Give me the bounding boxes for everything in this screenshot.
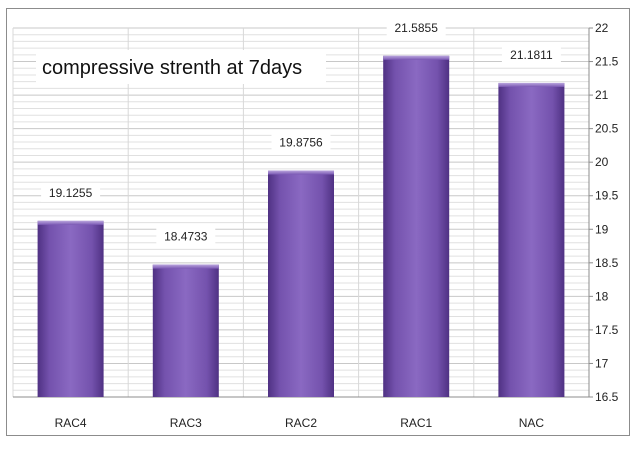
y-tick-label: 17.5: [595, 323, 619, 337]
y-tick-label: 21.5: [595, 55, 619, 69]
chart-title: compressive strenth at 7days: [42, 57, 302, 79]
y-tick-label: 17: [595, 356, 609, 370]
data-label: 19.8756: [279, 136, 323, 150]
y-tick-label: 19.5: [595, 189, 619, 203]
x-tick-label: RAC4: [55, 416, 87, 430]
x-tick-label: RAC1: [400, 416, 432, 430]
bar: [268, 170, 334, 397]
data-label-bg: [41, 182, 101, 202]
bar-cap: [268, 170, 334, 175]
bar-cap: [152, 264, 219, 269]
bar-cap: [383, 55, 450, 60]
x-tick-label: RAC2: [285, 416, 317, 430]
bar-cap: [37, 220, 104, 225]
y-tick-label: 22: [595, 21, 609, 35]
y-tick-label: 18.5: [595, 256, 619, 270]
bar-cap: [498, 82, 565, 87]
axes: 16.5 17 17.5 18 18.5 19 19.5 20 20.5 21 21.5 22: [13, 21, 619, 404]
data-label: 18.4733: [164, 230, 208, 244]
chart-title-box: compressive strenth at 7days: [36, 50, 326, 84]
bar: [37, 220, 104, 397]
y-tick-label: 16.5: [595, 390, 619, 404]
data-labels: RAC4 19.1255 RAC3 18.4733 RAC2 19.8756 RAC1 21.…: [41, 17, 561, 430]
bar: [498, 82, 565, 398]
data-label: 21.5855: [395, 21, 439, 35]
bar: [152, 264, 219, 397]
y-tick-label: 20: [595, 155, 609, 169]
x-tick-label: RAC3: [170, 416, 202, 430]
x-tick-label: NAC: [519, 416, 545, 430]
y-tick-label: 18: [595, 289, 609, 303]
bars: [37, 55, 565, 398]
bar: [383, 55, 450, 398]
data-label-bg: [271, 132, 331, 152]
data-label-bg: [501, 44, 561, 64]
data-label: 19.1255: [49, 186, 93, 200]
y-tick-label: 20.5: [595, 122, 619, 136]
data-label-bg: [386, 17, 446, 37]
data-label: 21.1811: [510, 48, 553, 62]
y-tick-label: 21: [595, 88, 609, 102]
data-label-bg: [156, 226, 216, 246]
y-tick-label: 19: [595, 222, 609, 236]
